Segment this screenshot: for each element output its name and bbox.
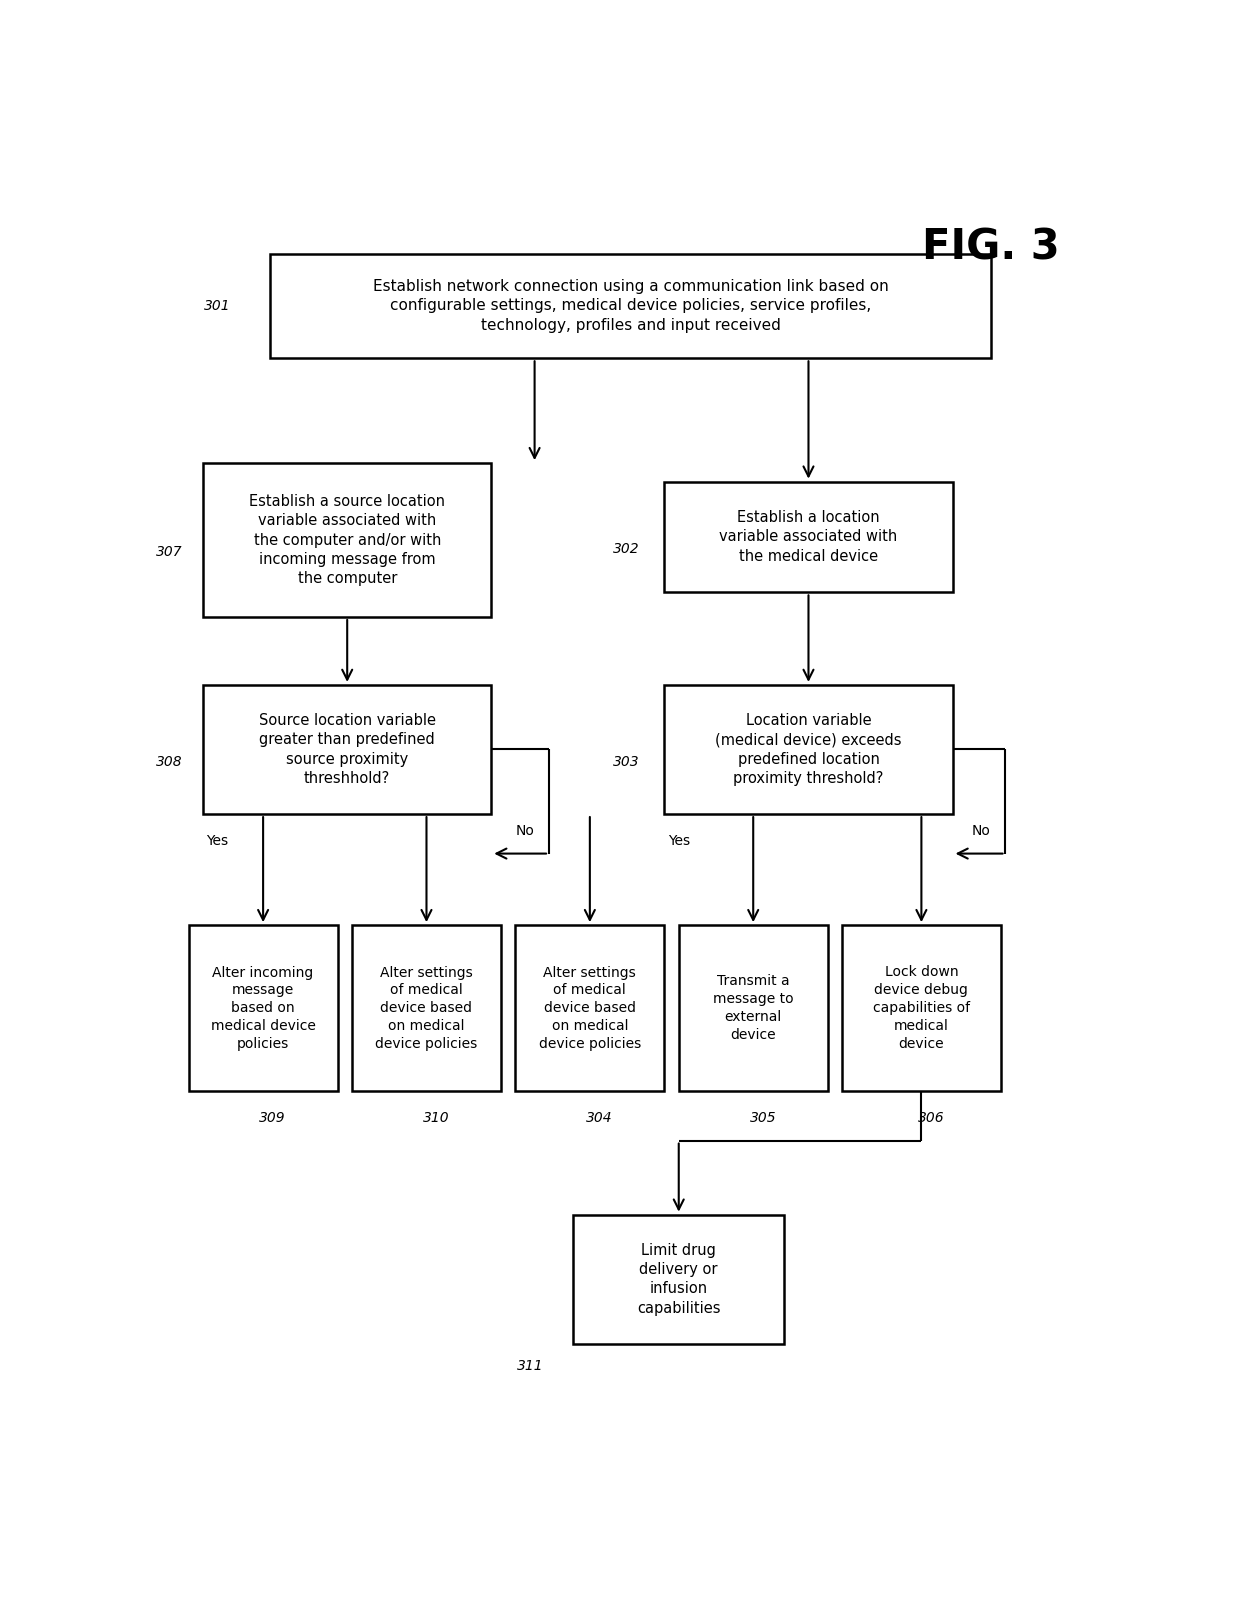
FancyBboxPatch shape [665,685,952,814]
Text: Alter settings
of medical
device based
on medical
device policies: Alter settings of medical device based o… [538,965,641,1051]
FancyBboxPatch shape [203,462,491,618]
Text: 305: 305 [749,1112,776,1125]
Text: Yes: Yes [206,834,228,848]
Text: Establish network connection using a communication link based on
configurable se: Establish network connection using a com… [373,280,889,333]
Text: 304: 304 [587,1112,613,1125]
FancyBboxPatch shape [573,1214,785,1344]
Text: Location variable
(medical device) exceeds
predefined location
proximity thresho: Location variable (medical device) excee… [715,714,901,786]
Text: 302: 302 [613,542,639,557]
Text: Transmit a
message to
external
device: Transmit a message to external device [713,974,794,1042]
Text: Establish a location
variable associated with
the medical device: Establish a location variable associated… [719,510,898,563]
Text: 307: 307 [156,546,182,560]
Text: 309: 309 [259,1112,286,1125]
FancyBboxPatch shape [678,925,828,1091]
FancyBboxPatch shape [188,925,337,1091]
FancyBboxPatch shape [665,482,952,592]
Text: 303: 303 [613,755,639,770]
Text: FIG. 3: FIG. 3 [923,227,1060,269]
Text: 301: 301 [205,299,231,314]
Text: Establish a source location
variable associated with
the computer and/or with
in: Establish a source location variable ass… [249,494,445,586]
FancyBboxPatch shape [270,254,991,358]
Text: Alter incoming
message
based on
medical device
policies: Alter incoming message based on medical … [211,965,315,1051]
Text: No: No [972,824,991,838]
FancyBboxPatch shape [203,685,491,814]
Text: Lock down
device debug
capabilities of
medical
device: Lock down device debug capabilities of m… [873,965,970,1051]
FancyBboxPatch shape [842,925,1001,1091]
Text: No: No [516,824,534,838]
Text: Source location variable
greater than predefined
source proximity
threshhold?: Source location variable greater than pr… [259,714,435,786]
FancyBboxPatch shape [352,925,501,1091]
Text: 310: 310 [423,1112,449,1125]
Text: 311: 311 [517,1358,543,1373]
Text: Yes: Yes [667,834,689,848]
Text: Alter settings
of medical
device based
on medical
device policies: Alter settings of medical device based o… [376,965,477,1051]
FancyBboxPatch shape [516,925,665,1091]
Text: Limit drug
delivery or
infusion
capabilities: Limit drug delivery or infusion capabili… [637,1243,720,1315]
Text: 306: 306 [918,1112,945,1125]
Text: 308: 308 [156,755,182,770]
